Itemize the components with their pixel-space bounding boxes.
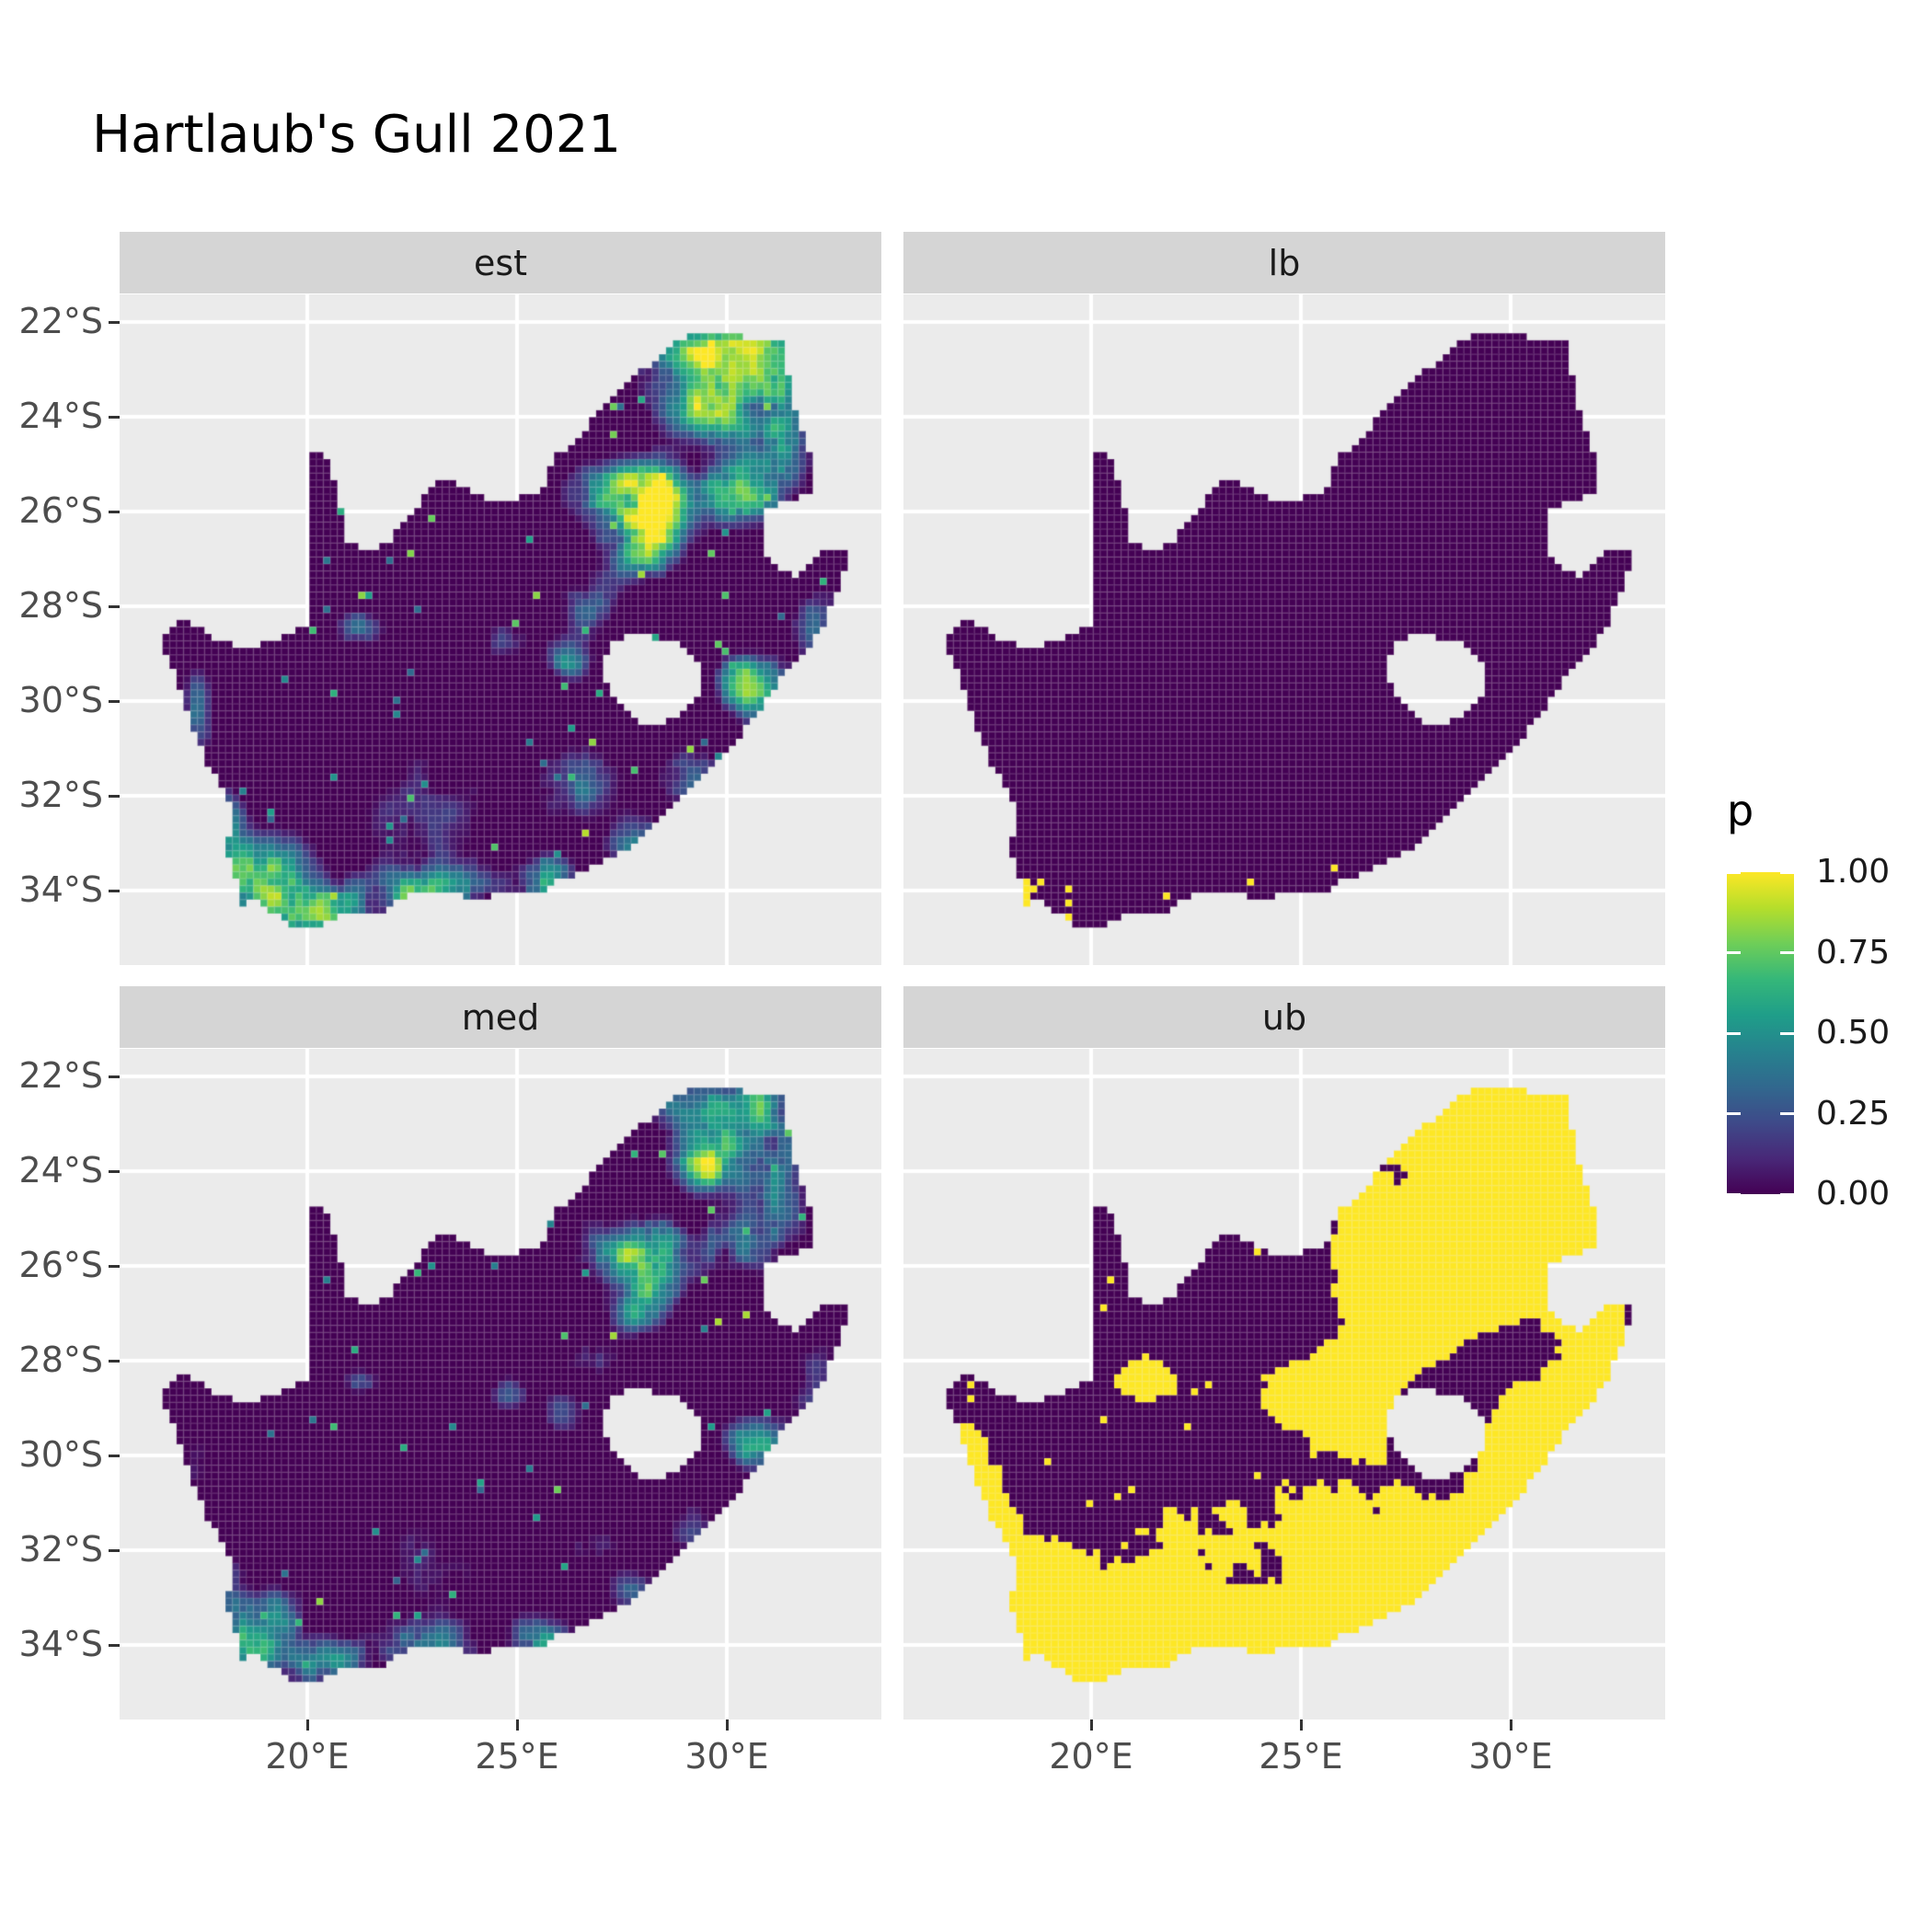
map-panel-ub	[903, 1049, 1665, 1719]
y-axis-tick-label: 26°S	[18, 1245, 103, 1286]
legend-tick-label: 0.75	[1816, 933, 1891, 972]
y-axis-tick	[109, 1643, 120, 1647]
y-axis-tick	[109, 1264, 120, 1268]
y-axis-tick	[109, 699, 120, 703]
legend-tick-mark	[1780, 1192, 1794, 1194]
legend-tick-label: 0.00	[1816, 1175, 1891, 1213]
y-axis-tick-label: 26°S	[18, 490, 103, 532]
x-axis-tick-label: 20°E	[1049, 1736, 1133, 1777]
legend-tick-mark	[1727, 1192, 1741, 1194]
legend-tick-label: 0.25	[1816, 1094, 1891, 1133]
legend-tick-mark	[1780, 1112, 1794, 1115]
y-axis-tick-label: 30°S	[18, 1434, 103, 1476]
y-axis-tick	[109, 415, 120, 419]
x-axis-tick-label: 25°E	[475, 1736, 559, 1777]
x-axis-tick	[515, 1719, 519, 1731]
facet-strip-est: est	[120, 232, 881, 293]
y-axis-tick	[109, 1548, 120, 1552]
y-axis-tick	[109, 1359, 120, 1363]
legend-tick-label: 1.00	[1816, 853, 1891, 891]
y-axis-tick-label: 22°S	[18, 1055, 103, 1097]
y-axis-tick	[109, 889, 120, 892]
x-axis-tick	[1509, 1719, 1512, 1731]
y-axis-tick-label: 32°S	[18, 1529, 103, 1570]
facet-strip-ub: ub	[903, 986, 1665, 1048]
y-axis-tick	[109, 510, 120, 513]
legend-tick-mark	[1727, 1112, 1741, 1115]
facet-strip-label: lb	[1268, 242, 1301, 283]
legend-tick-mark	[1780, 872, 1794, 874]
map-panel-med	[120, 1049, 881, 1719]
y-axis-tick-label: 34°S	[18, 1624, 103, 1665]
facet-strip-label: med	[461, 996, 540, 1038]
x-axis-tick-label: 30°E	[1468, 1736, 1553, 1777]
x-axis-tick	[305, 1719, 309, 1731]
x-axis-tick	[1089, 1719, 1093, 1731]
y-axis-tick-label: 30°S	[18, 680, 103, 721]
y-axis-tick-label: 28°S	[18, 585, 103, 627]
x-axis-tick	[1299, 1719, 1303, 1731]
legend-title: p	[1727, 786, 1754, 835]
facet-strip-label: ub	[1261, 996, 1307, 1038]
x-axis-tick-label: 20°E	[265, 1736, 350, 1777]
y-axis-tick-label: 24°S	[18, 396, 103, 437]
x-axis-tick	[725, 1719, 729, 1731]
y-axis-tick	[109, 1454, 120, 1457]
x-axis-tick-label: 25°E	[1259, 1736, 1343, 1777]
y-axis-tick-label: 22°S	[18, 301, 103, 342]
x-axis-tick-label: 30°E	[684, 1736, 769, 1777]
legend-tick-mark	[1780, 1031, 1794, 1035]
map-panel-est	[120, 294, 881, 965]
legend-tick-label: 0.50	[1816, 1014, 1891, 1052]
map-panel-lb	[903, 294, 1665, 965]
y-axis-tick	[109, 604, 120, 608]
facet-strip-label: est	[473, 242, 528, 283]
facet-strip-lb: lb	[903, 232, 1665, 293]
y-axis-tick	[109, 1169, 120, 1173]
legend-tick-mark	[1727, 1031, 1741, 1035]
facet-strip-med: med	[120, 986, 881, 1048]
y-axis-tick	[109, 1075, 120, 1078]
y-axis-tick	[109, 320, 120, 324]
y-axis-tick-label: 24°S	[18, 1150, 103, 1191]
plot-title: Hartlaub's Gull 2021	[92, 105, 622, 165]
y-axis-tick-label: 32°S	[18, 775, 103, 816]
legend-tick-mark	[1727, 951, 1741, 954]
y-axis-tick-label: 34°S	[18, 869, 103, 911]
y-axis-tick-label: 28°S	[18, 1340, 103, 1381]
legend-tick-mark	[1780, 951, 1794, 954]
legend-tick-mark	[1727, 872, 1741, 874]
y-axis-tick	[109, 794, 120, 798]
legend-colorbar	[1727, 872, 1794, 1194]
